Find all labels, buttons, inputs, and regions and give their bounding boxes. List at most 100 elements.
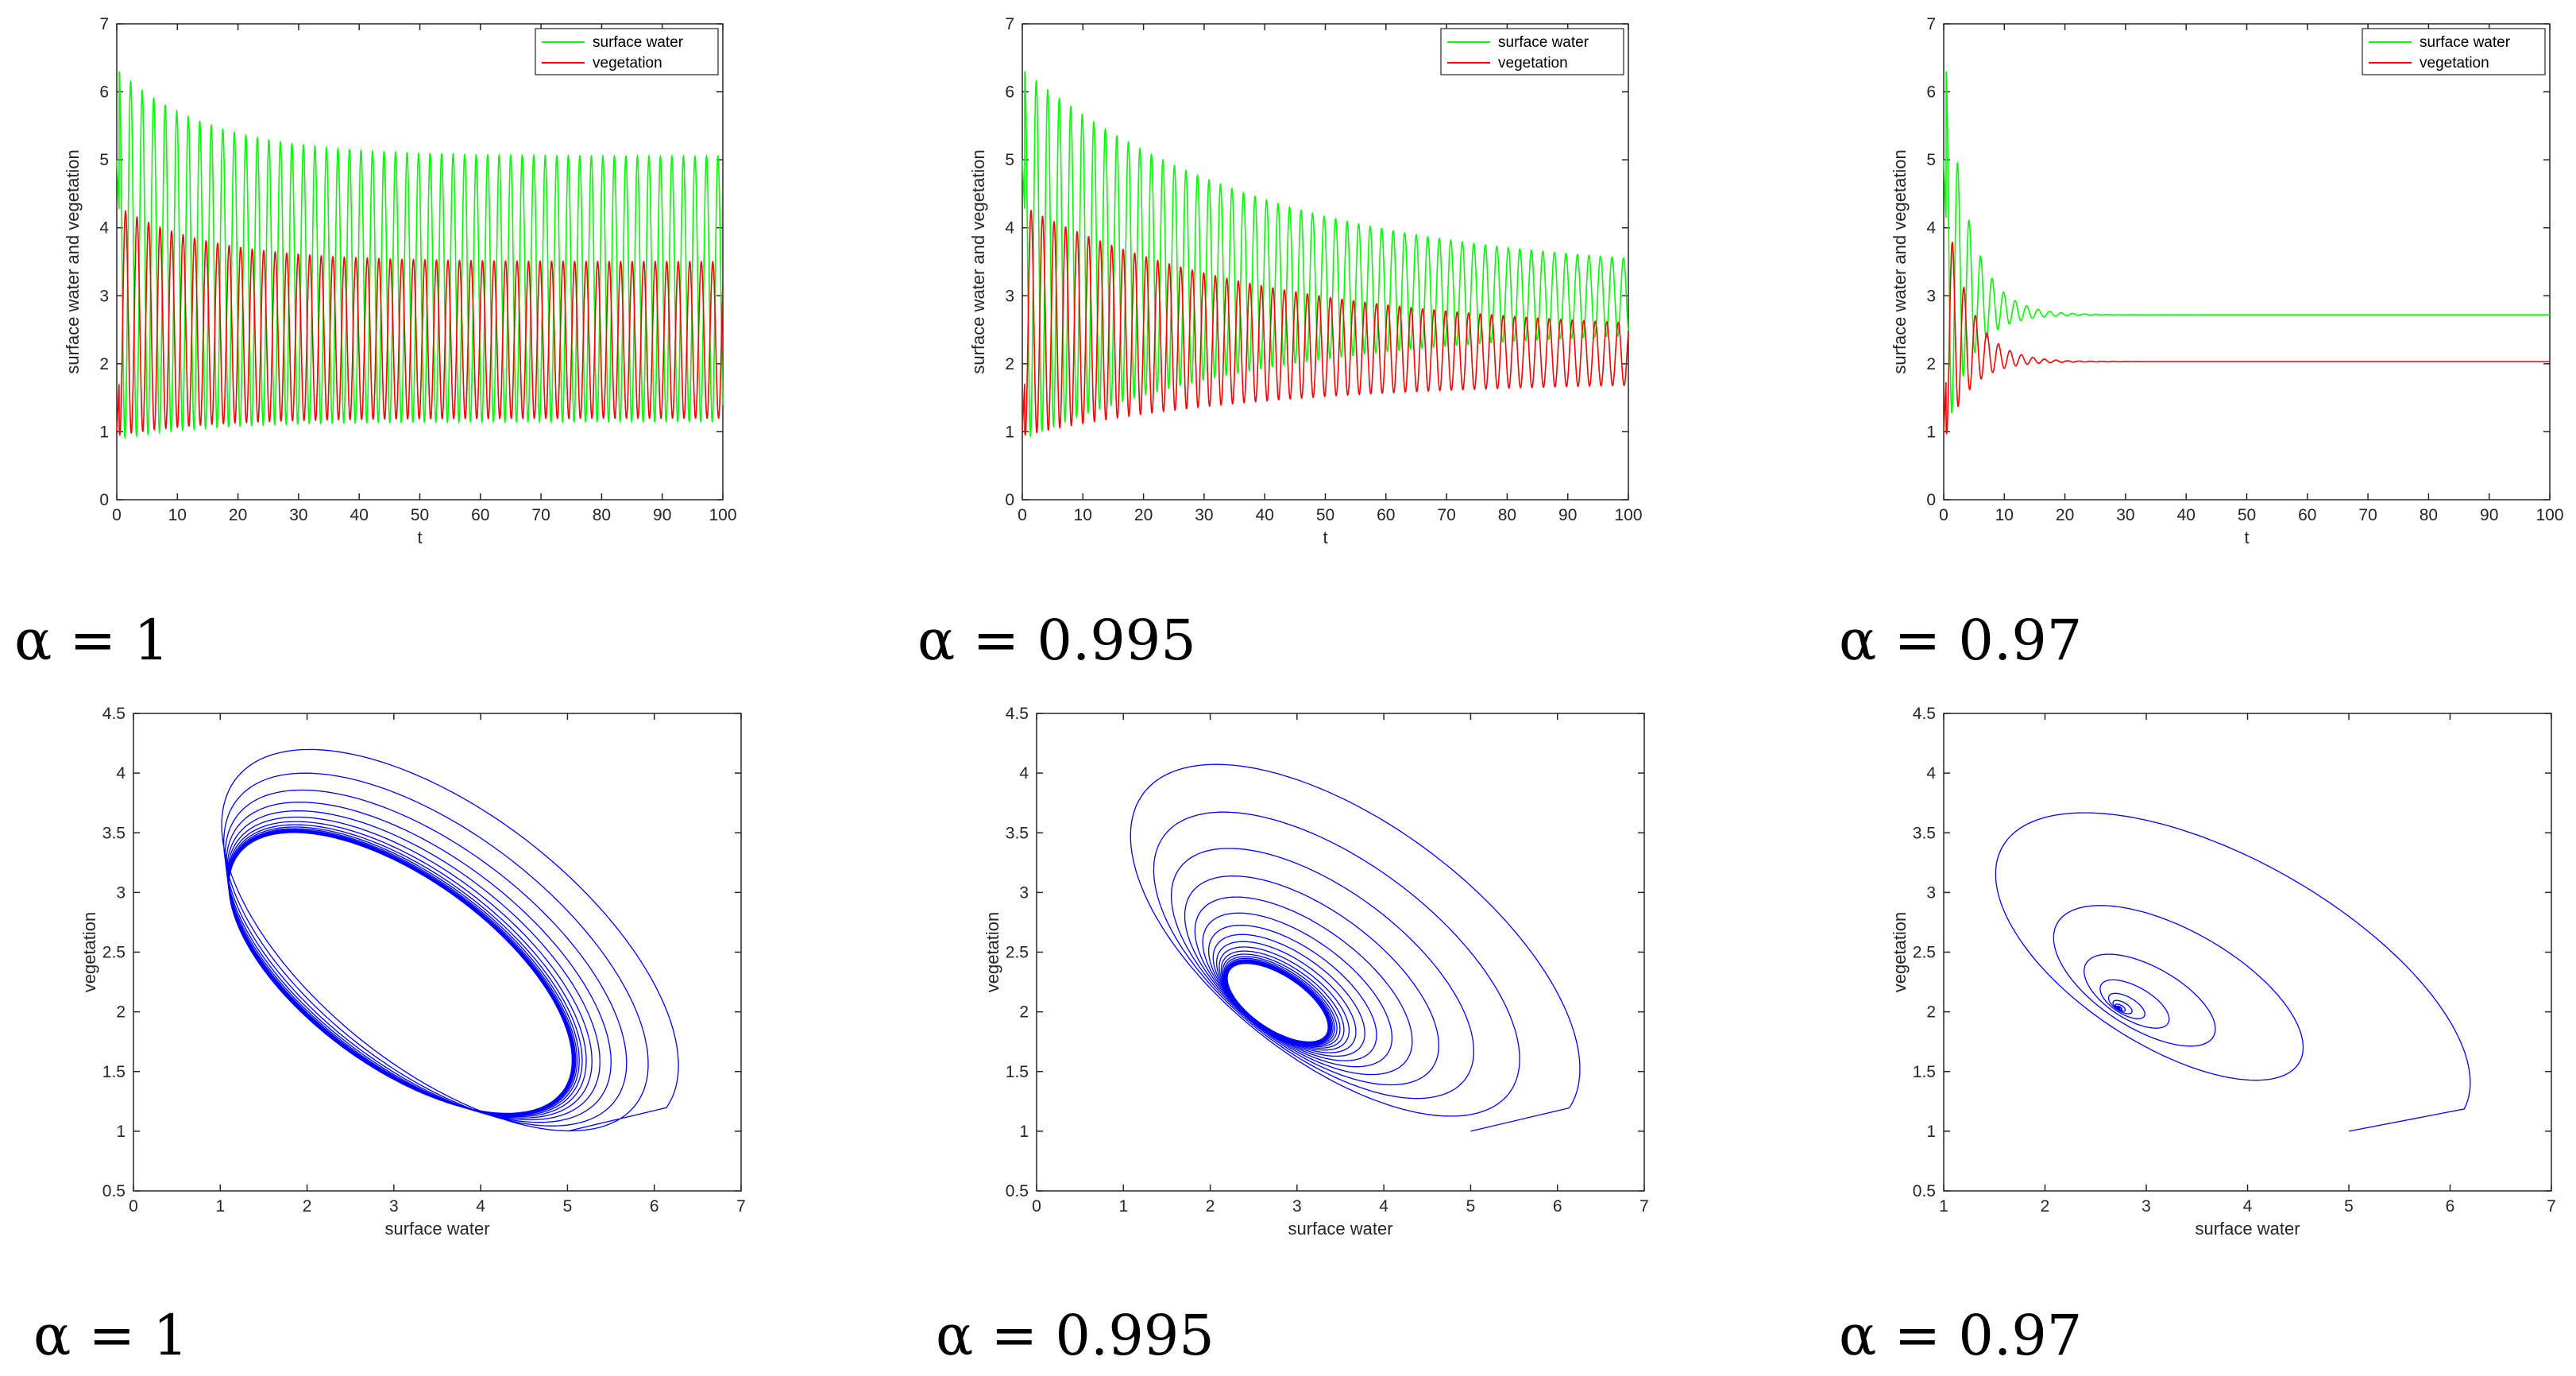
y-tick-label: 0.5 (1006, 1182, 1029, 1200)
y-tick-label: 1 (1005, 423, 1014, 441)
legend-label: surface water (1498, 34, 1589, 51)
y-axis-label: surface water and vegetation (968, 149, 988, 374)
y-tick-label: 1.5 (1913, 1063, 1936, 1081)
legend-box (2362, 28, 2546, 75)
x-tick-label: 40 (1256, 506, 1274, 524)
y-tick-label: 4 (116, 764, 126, 783)
x-tick-label: 60 (1377, 506, 1395, 524)
x-tick-label: 90 (1558, 506, 1577, 524)
y-tick-label: 0 (1005, 491, 1014, 509)
x-tick-label: 5 (2344, 1197, 2354, 1216)
x-tick-label: 0 (1018, 506, 1027, 524)
chart-2: 0 10 20 30 40 50 60 70 80 90 100 0 1 2 3 4 5 6 7 t surface w… (968, 15, 1643, 547)
x-tick-label: 50 (1316, 506, 1334, 524)
y-tick-label: 3.5 (1913, 824, 1936, 842)
y-tick-label: 4 (1005, 219, 1014, 238)
x-tick-label: 3 (2142, 1197, 2151, 1216)
chart-3: 0 10 20 30 40 50 60 70 80 90 100 0 1 2 3 4 5 6 7 t surface w… (1890, 15, 2564, 547)
y-tick-label: 6 (99, 83, 109, 102)
x-axis-label: surface water (2195, 1219, 2300, 1239)
x-tick-label: 20 (1134, 506, 1153, 524)
legend-box (535, 28, 719, 75)
x-tick-label: 1 (1939, 1197, 1948, 1216)
x-tick-label: 2 (303, 1197, 312, 1216)
x-axis-label: t (1323, 528, 1327, 547)
legend: surface water vegetation (1440, 28, 1624, 75)
caption-top-alpha-097: α = 0.97 (1839, 608, 2083, 673)
x-tick-label: 1 (215, 1197, 225, 1216)
y-tick-label: 2.5 (1006, 944, 1029, 962)
y-tick-label: 4.5 (1913, 705, 1936, 723)
y-tick-label: 3.5 (1006, 824, 1029, 842)
y-tick-label: 2.5 (1913, 944, 1936, 962)
x-tick-label: 7 (2547, 1197, 2556, 1216)
plot-area (133, 713, 742, 1192)
y-axis-label: vegetation (79, 912, 99, 993)
y-tick-label: 2 (1926, 1003, 1936, 1022)
x-tick-label: 30 (1195, 506, 1213, 524)
plot-area (1943, 23, 2551, 501)
y-tick-label: 4 (1926, 764, 1936, 783)
x-tick-label: 20 (229, 506, 247, 524)
y-tick-label: 1.5 (1006, 1063, 1029, 1081)
caption-bottom-alpha-1: α = 1 (33, 1303, 188, 1368)
x-tick-label: 7 (1639, 1197, 1649, 1216)
y-tick-label: 3 (1926, 287, 1936, 305)
x-tick-label: 70 (1437, 506, 1455, 524)
x-tick-label: 4 (476, 1197, 485, 1216)
x-tick-label: 3 (1292, 1197, 1302, 1216)
y-tick-label: 4.5 (102, 705, 126, 723)
y-tick-label: 2 (99, 355, 109, 373)
phase-trajectory (221, 748, 679, 1132)
plot-area (1036, 713, 1645, 1192)
x-tick-label: 60 (2298, 506, 2316, 524)
y-tick-label: 4 (1926, 219, 1936, 238)
x-tick-label: 3 (389, 1197, 399, 1216)
y-tick-label: 4.5 (1006, 705, 1029, 723)
x-tick-label: 4 (2243, 1197, 2253, 1216)
x-axis-label: surface water (384, 1219, 489, 1239)
legend: surface water vegetation (535, 28, 719, 75)
x-tick-label: 90 (2480, 506, 2498, 524)
y-tick-label: 5 (1926, 151, 1936, 169)
phase-trajectory (1995, 812, 2471, 1132)
x-tick-label: 80 (1498, 506, 1516, 524)
x-tick-label: 1 (1118, 1197, 1128, 1216)
y-tick-label: 1 (1926, 1123, 1936, 1141)
x-tick-label: 80 (593, 506, 611, 524)
phase-trajectory (1130, 763, 1581, 1132)
y-tick-label: 1 (1019, 1123, 1029, 1141)
y-tick-label: 4 (99, 219, 109, 238)
chart-1: 0 10 20 30 40 50 60 70 80 90 100 0 1 2 3 4 5 6 7 t surface w… (63, 15, 737, 547)
x-axis-label: surface water (1288, 1219, 1392, 1239)
plot-area (1022, 23, 1629, 501)
legend-box (1440, 28, 1624, 75)
x-tick-label: 6 (650, 1197, 659, 1216)
x-tick-label: 0 (1939, 506, 1948, 524)
legend-label: vegetation (1498, 55, 1568, 72)
x-tick-label: 50 (2238, 506, 2256, 524)
x-tick-label: 50 (411, 506, 429, 524)
x-tick-label: 10 (168, 506, 187, 524)
x-tick-label: 60 (471, 506, 489, 524)
legend-label: vegetation (593, 55, 662, 72)
x-tick-label: 100 (1614, 506, 1642, 524)
y-axis-label: vegetation (1890, 912, 1910, 993)
x-tick-label: 70 (2358, 506, 2377, 524)
x-tick-label: 2 (2041, 1197, 2050, 1216)
y-axis-label: surface water and vegetation (63, 149, 83, 374)
legend-label: surface water (593, 34, 684, 51)
chart-5: 0 1 2 3 4 5 6 7 0.5 1 1.5 2 2.5 3 3.5 4 4.5 surface water… (983, 705, 1649, 1239)
y-tick-label: 2 (116, 1003, 126, 1022)
x-tick-label: 6 (2446, 1197, 2455, 1216)
x-tick-label: 30 (289, 506, 307, 524)
y-tick-label: 5 (99, 151, 109, 169)
x-tick-label: 10 (1995, 506, 2014, 524)
surface-water-series-line (1943, 71, 2550, 414)
y-tick-label: 1 (116, 1123, 126, 1141)
legend: surface water vegetation (2362, 28, 2546, 75)
y-tick-label: 6 (1926, 83, 1936, 102)
x-tick-label: 100 (709, 506, 736, 524)
vegetation-series-line (1022, 210, 1629, 436)
